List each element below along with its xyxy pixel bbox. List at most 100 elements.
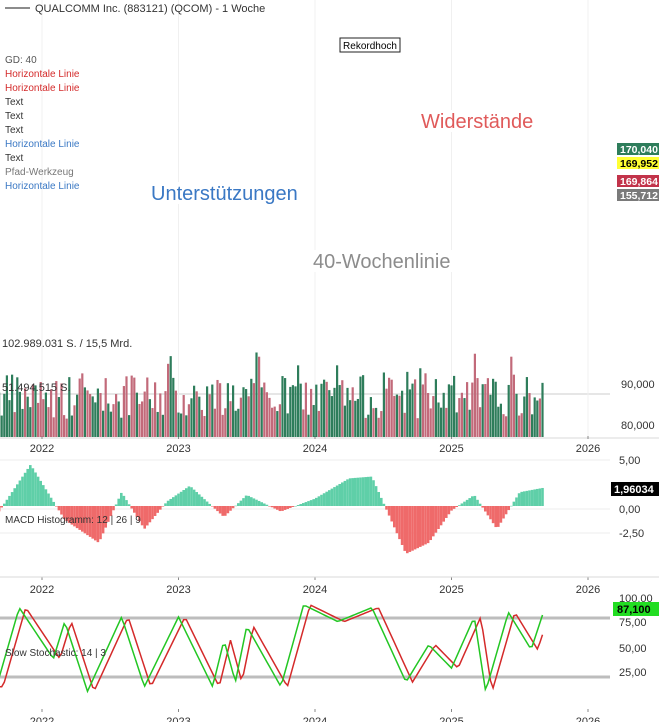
macd-bar (411, 506, 414, 551)
volume-bar (352, 387, 354, 437)
volume-bar (71, 416, 73, 437)
macd-bar (351, 478, 354, 506)
volume-bar (505, 416, 507, 437)
macd-bar (461, 503, 464, 506)
volume-bar (422, 384, 424, 437)
macd-bar (344, 481, 347, 506)
legend-item-line-1: Horizontale Linie (5, 69, 80, 80)
macd-bar (318, 496, 321, 506)
macd-bar (526, 491, 529, 506)
volume-bar (144, 392, 146, 437)
macd-bar (305, 502, 308, 506)
volume-bar (328, 390, 330, 437)
macd-bar (266, 505, 269, 506)
macd-bar (393, 506, 396, 527)
volume-bar (528, 393, 530, 437)
macd-bar (398, 506, 401, 539)
volume-bar (123, 386, 125, 437)
macd-bar (250, 497, 253, 506)
volume-bar (424, 373, 426, 437)
volume-bar (302, 409, 304, 437)
volume-bar (112, 404, 114, 437)
volume-bar (518, 416, 520, 437)
volume-bar (177, 413, 179, 437)
volume-bar (310, 389, 312, 437)
volume-bar (92, 396, 94, 437)
volume-max-label: 102.989.031 S. / 15,5 Mrd. (2, 338, 132, 350)
volume-bar (42, 399, 44, 437)
volume-bar (492, 379, 494, 437)
volume-bar (341, 380, 343, 437)
volume-bar (3, 394, 5, 437)
macd-bar (513, 502, 516, 506)
volume-avg-label: 51.494.515 S. (2, 382, 71, 394)
volume-bar (456, 412, 458, 437)
macd-bar (180, 492, 183, 506)
volume-bar (37, 403, 39, 437)
volume-bar (19, 392, 21, 437)
macd-bar (466, 500, 469, 506)
stoch-badge: 87,100 (617, 604, 651, 616)
macd-bar (211, 506, 214, 507)
volume-tick-label: 90,000 (621, 379, 655, 391)
volume-bar (180, 414, 182, 437)
macd-bar (310, 500, 313, 506)
macd-bar (325, 492, 328, 506)
year-label: 2026 (576, 584, 600, 596)
macd-bar (481, 506, 484, 508)
volume-bar (245, 389, 247, 437)
volume-bar (154, 382, 156, 437)
stoch-label: Slow Stochastic: 14 | 3 (5, 648, 106, 659)
macd-bar (172, 497, 175, 506)
macd-bar (510, 506, 513, 507)
macd-bar (533, 489, 536, 506)
volume-bar (359, 377, 361, 437)
volume-bar (45, 393, 47, 437)
macd-bar (396, 506, 399, 533)
macd-bar (11, 492, 14, 506)
volume-bar (437, 402, 439, 437)
macd-bar (349, 478, 352, 506)
volume-bar (175, 391, 177, 437)
macd-bar (112, 506, 115, 510)
volume-bar (292, 385, 294, 437)
macd-bar (206, 502, 209, 506)
macd-bar (409, 506, 412, 552)
macd-bar (32, 468, 35, 506)
volume-bar (326, 382, 328, 437)
macd-bar (3, 504, 6, 506)
volume-bar (164, 391, 166, 437)
volume-bar (146, 377, 148, 437)
volume-bar (128, 415, 130, 437)
macd-bar (492, 506, 495, 523)
macd-bar (450, 506, 453, 511)
macd-bar (289, 506, 292, 508)
legend-item-line-2: Horizontale Linie (5, 83, 80, 94)
macd-bar (159, 506, 162, 510)
volume-bar (510, 357, 512, 437)
macd-bar (185, 488, 188, 506)
macd-bar (474, 496, 477, 506)
macd-bar (455, 506, 458, 507)
volume-bar (190, 398, 192, 437)
volume-bar (188, 404, 190, 437)
volume-bar (469, 410, 471, 437)
volume-bar (79, 379, 81, 437)
volume-bar (521, 413, 523, 437)
volume-bar (89, 394, 91, 437)
volume-bar (461, 393, 463, 437)
volume-bar (362, 375, 364, 437)
volume-bar (271, 408, 273, 437)
macd-bar (440, 506, 443, 525)
macd-bar (367, 477, 370, 506)
macd-bar (198, 494, 201, 506)
macd-bar (221, 506, 224, 516)
macd-bar (359, 477, 362, 506)
volume-bar (354, 401, 356, 437)
macd-bar (497, 506, 500, 527)
volume-bar (214, 409, 216, 437)
volume-bar (125, 376, 127, 437)
volume-bar (250, 379, 252, 437)
volume-bar (268, 398, 270, 437)
macd-bar (502, 506, 505, 518)
